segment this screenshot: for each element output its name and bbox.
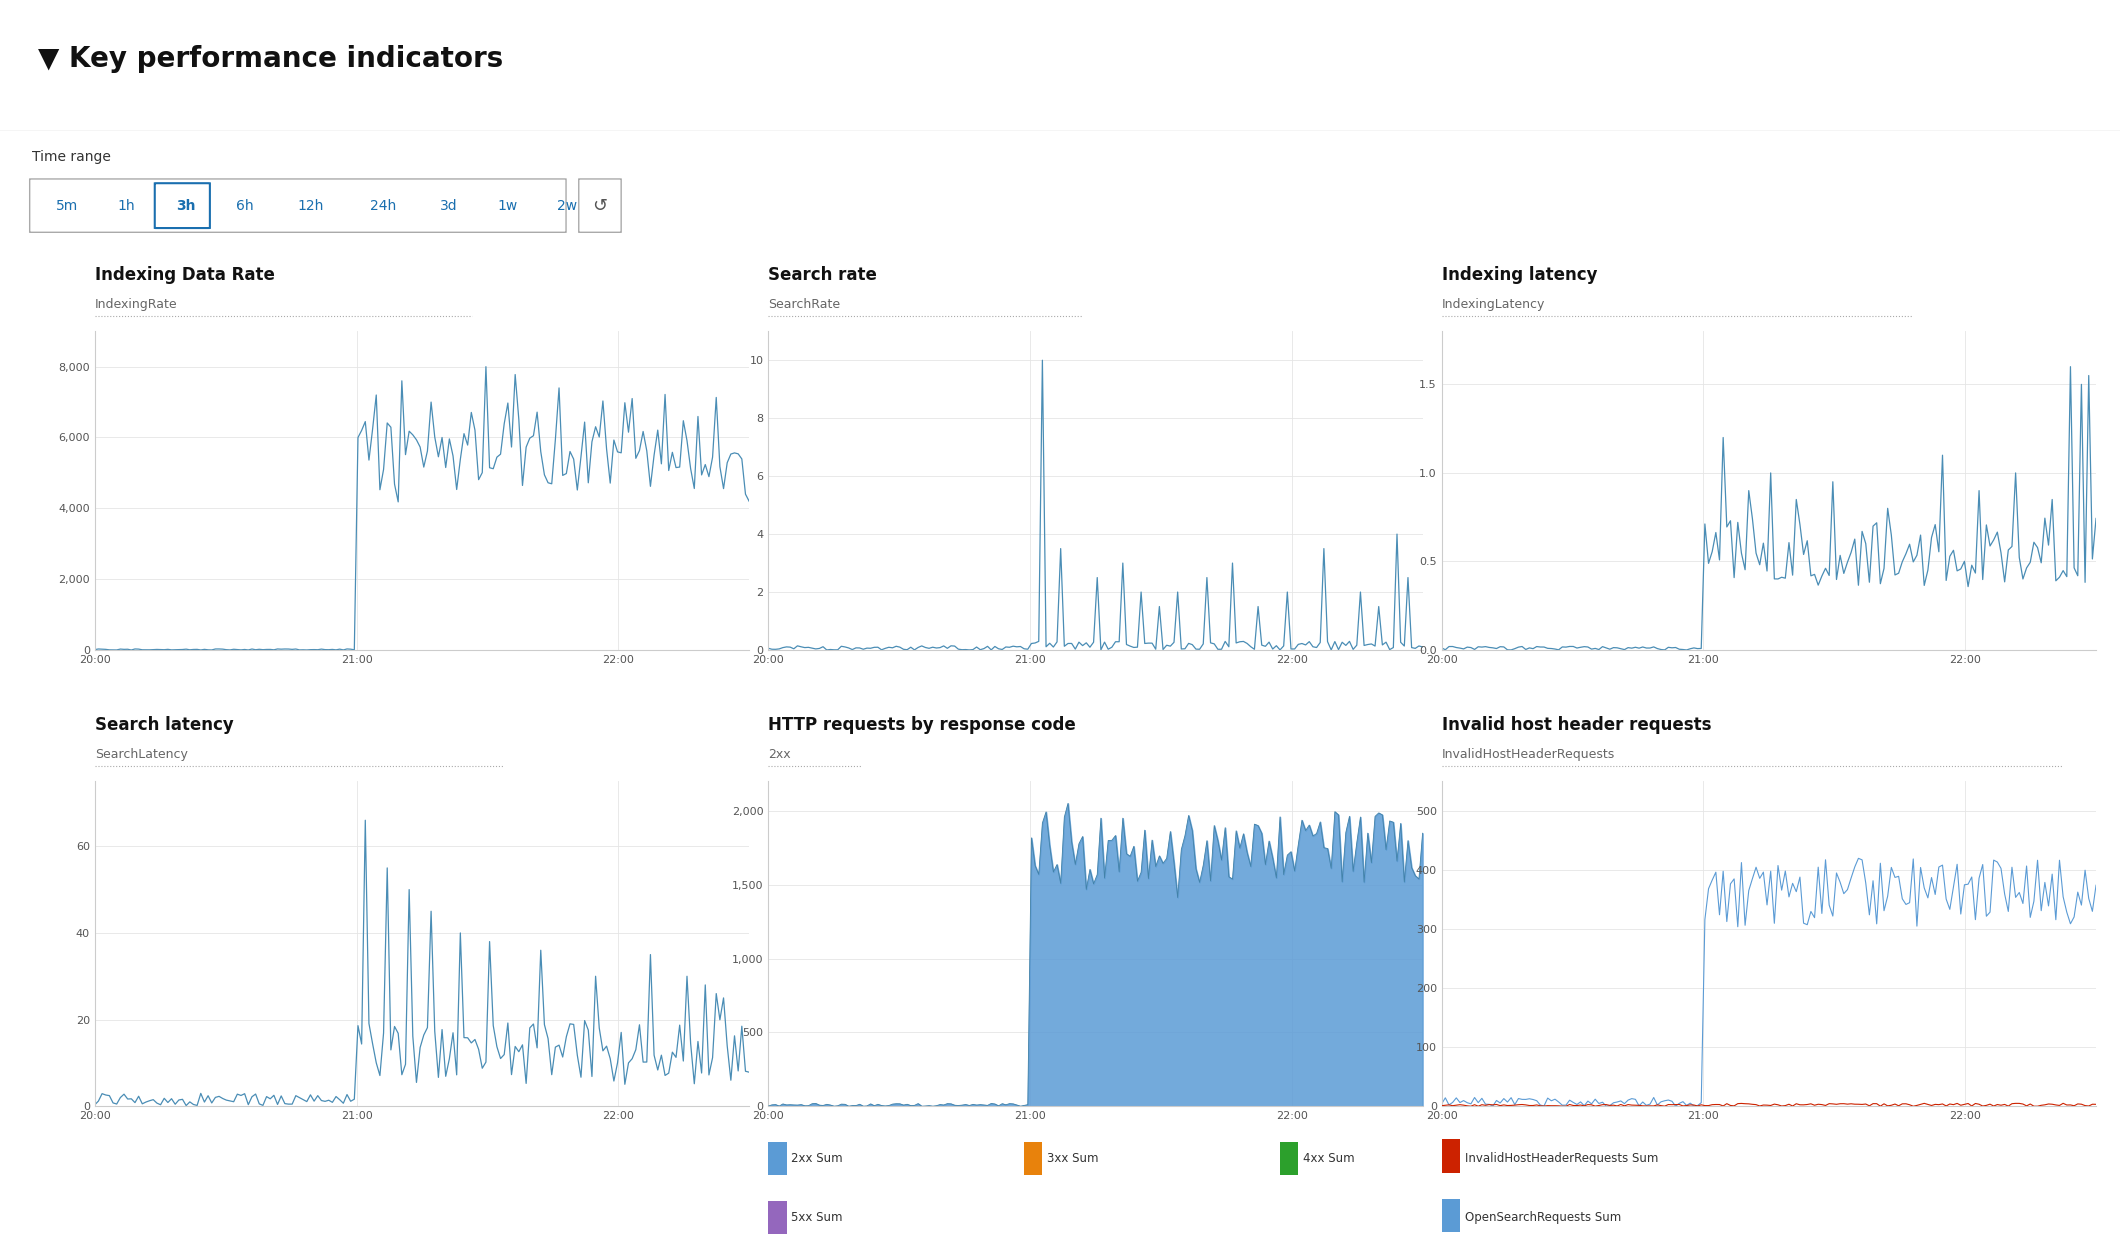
FancyBboxPatch shape [579, 179, 621, 232]
Text: 2xx: 2xx [767, 749, 791, 761]
Text: 3h: 3h [176, 199, 195, 212]
Text: 12h: 12h [297, 199, 324, 212]
Text: IndexingRate: IndexingRate [95, 299, 178, 311]
FancyBboxPatch shape [1442, 1139, 1461, 1172]
Text: 2xx Sum: 2xx Sum [791, 1151, 844, 1165]
FancyBboxPatch shape [767, 1141, 787, 1175]
Text: 3d: 3d [439, 199, 458, 212]
Text: 2w: 2w [558, 199, 577, 212]
Text: ↺: ↺ [591, 196, 608, 215]
FancyBboxPatch shape [30, 179, 566, 232]
FancyBboxPatch shape [1442, 1199, 1461, 1232]
Text: 5xx Sum: 5xx Sum [791, 1211, 842, 1224]
FancyBboxPatch shape [1280, 1141, 1297, 1175]
Text: Indexing latency: Indexing latency [1442, 266, 1596, 284]
Text: SearchLatency: SearchLatency [95, 749, 189, 761]
Text: IndexingLatency: IndexingLatency [1442, 299, 1545, 311]
Text: InvalidHostHeaderRequests Sum: InvalidHostHeaderRequests Sum [1465, 1151, 1658, 1165]
Text: 3xx Sum: 3xx Sum [1047, 1151, 1098, 1165]
FancyBboxPatch shape [767, 1201, 787, 1234]
Text: 5m: 5m [55, 199, 78, 212]
Text: 1h: 1h [117, 199, 136, 212]
Text: HTTP requests by response code: HTTP requests by response code [767, 716, 1077, 734]
Text: 4xx Sum: 4xx Sum [1304, 1151, 1355, 1165]
Text: 1w: 1w [498, 199, 517, 212]
Text: Search rate: Search rate [767, 266, 878, 284]
Text: Search latency: Search latency [95, 716, 233, 734]
Text: Indexing Data Rate: Indexing Data Rate [95, 266, 276, 284]
Text: Invalid host header requests: Invalid host header requests [1442, 716, 1711, 734]
Text: SearchRate: SearchRate [767, 299, 840, 311]
Text: InvalidHostHeaderRequests: InvalidHostHeaderRequests [1442, 749, 1615, 761]
Text: 24h: 24h [369, 199, 396, 212]
FancyBboxPatch shape [155, 184, 210, 228]
Text: 6h: 6h [235, 199, 254, 212]
FancyBboxPatch shape [1024, 1141, 1043, 1175]
Text: OpenSearchRequests Sum: OpenSearchRequests Sum [1465, 1211, 1622, 1224]
Text: ▼ Key performance indicators: ▼ Key performance indicators [38, 45, 502, 72]
Text: Time range: Time range [32, 150, 110, 164]
